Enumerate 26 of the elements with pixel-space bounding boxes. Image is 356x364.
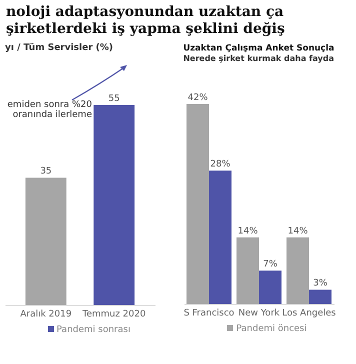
bar	[186, 104, 209, 304]
data-label: 14%	[238, 226, 258, 236]
x-tick-label: Los Angeles	[282, 308, 336, 318]
bar	[286, 237, 309, 304]
data-label: 28%	[210, 160, 231, 170]
bar	[259, 270, 282, 304]
chart-subtitle: Nerede şirket kurmak daha fayda	[183, 54, 334, 63]
data-label: 35	[40, 166, 52, 177]
data-label: 3%	[313, 278, 328, 289]
chart-subtitle: yı / Tüm Servisler (%)	[5, 43, 114, 53]
x-tick-label: Temmuz 2020	[81, 310, 146, 320]
data-label: 14%	[288, 226, 308, 236]
data-label: 55	[108, 94, 120, 104]
x-tick-label: Aralık 2019	[20, 310, 72, 320]
legend-label: Pandemi öncesi	[235, 324, 307, 334]
chart-title: noloji adaptasyonundan uzaktan ça şirketlerdeki iş yapma şeklini değiş	[5, 3, 286, 38]
bar	[209, 170, 232, 304]
x-tick-label: New York	[238, 308, 280, 318]
data-label: 7%	[263, 260, 278, 270]
bar	[309, 290, 332, 304]
annotation: emiden sonra %20 oranında ilerleme	[6, 100, 92, 120]
legend-label: Pandemi sonrası	[56, 325, 130, 335]
chart-title: Uzaktan Çalışma Anket Sonuçla	[183, 44, 335, 54]
data-label: 42%	[188, 93, 208, 103]
x-tick-label: S Francisco	[184, 308, 235, 318]
bar	[236, 237, 259, 304]
